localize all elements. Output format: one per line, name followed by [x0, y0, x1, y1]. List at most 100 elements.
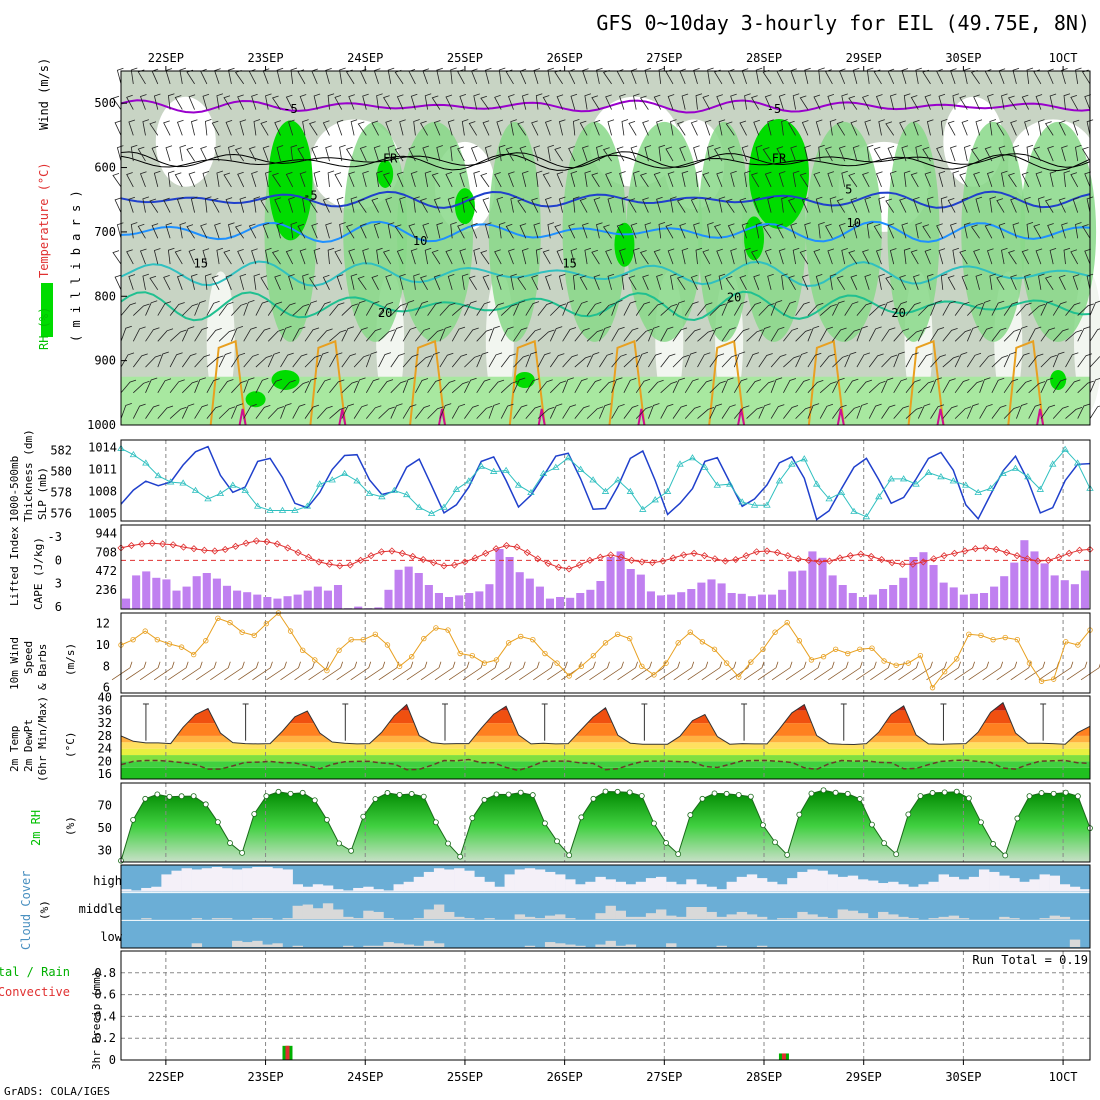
wind-barb [211, 120, 220, 136]
wind-barb [126, 94, 134, 110]
wind-barb [280, 302, 296, 316]
wind-barb [325, 145, 332, 162]
wind-barb [644, 67, 652, 84]
wind-barb [716, 248, 723, 265]
wind-barb [730, 248, 737, 265]
wind-barb [818, 222, 825, 239]
wind-barb [253, 273, 261, 290]
wind-barb [488, 302, 505, 316]
wind-barb [231, 326, 244, 342]
wind-barb [788, 275, 796, 291]
wind-barb [885, 275, 895, 291]
cape-tick-label: 944 [95, 526, 117, 540]
wind-tick-label: 6 [103, 681, 110, 695]
cloud-low-bar [595, 944, 606, 947]
cloud-high-bar [746, 874, 758, 892]
rh-point [917, 793, 924, 799]
wind-barb [341, 380, 359, 394]
wind-barb [758, 403, 771, 419]
rh-point [675, 851, 682, 857]
wind-barb [1003, 301, 1019, 316]
wind-barb [611, 353, 627, 368]
wind-barb [952, 170, 960, 187]
wind-barb [676, 198, 686, 213]
thickness-point [378, 493, 386, 500]
cape-bar [354, 606, 363, 609]
wind-barb [905, 329, 923, 342]
cloud-high-bar [332, 889, 344, 892]
cloud-high-bar [595, 876, 606, 892]
wind-barb [383, 172, 392, 188]
pressure-tick-label: 900 [94, 354, 116, 368]
lifted-index-point [867, 552, 875, 561]
wind-barb [194, 327, 209, 342]
precip-tick-label: 0 [109, 1053, 116, 1067]
wind-barb [963, 145, 971, 162]
wind-barb [881, 404, 896, 419]
pressure-tick-label: 600 [94, 161, 116, 175]
wind-barb [656, 274, 663, 290]
rh-point [142, 795, 149, 802]
wind-barb [461, 196, 469, 213]
wind-barb [120, 379, 137, 394]
rh-point [844, 790, 851, 797]
run-total-label: Run Total = 0.19 [972, 953, 1088, 967]
wind-speed-point [796, 638, 802, 644]
rh-point [529, 792, 536, 798]
wind-barb [721, 377, 734, 393]
wind-barb [815, 196, 823, 213]
cape-bar [979, 593, 989, 609]
cloud-high-bar [989, 871, 1000, 892]
wind-barb [755, 67, 763, 84]
surface-wind-barb [111, 661, 133, 681]
rh-point [178, 793, 185, 800]
surface-wind-barb [434, 661, 456, 681]
wind-barb [1040, 404, 1056, 419]
surface-wind-barb [210, 661, 231, 681]
wind-barb [930, 377, 942, 393]
wind-barb [114, 197, 122, 213]
lifted-index-point [794, 555, 802, 563]
cloud-middle-bar [666, 915, 677, 920]
lifted-index-point [471, 554, 479, 562]
wind-barb [353, 354, 370, 368]
wind-barb [1052, 301, 1067, 316]
wind-barb [422, 222, 430, 239]
surface-wind-barb [238, 661, 259, 681]
wind-speed-point [954, 656, 960, 662]
rh-point [772, 839, 778, 846]
wind-barb [718, 273, 726, 290]
wind-barb [410, 93, 418, 110]
cloud-low-bar [242, 942, 253, 947]
cloud-high-bar [837, 876, 849, 892]
lifted-index-point [242, 539, 250, 547]
wind-barb [954, 406, 972, 419]
lifted-index-point [680, 551, 688, 559]
wind-barb [329, 302, 345, 316]
wind-barb [473, 248, 480, 265]
wind-speed-point [687, 629, 693, 635]
temp-tick-label: 28 [98, 729, 112, 743]
wind-barb [901, 145, 909, 162]
wind-barb [500, 403, 514, 419]
cloud-middle-bar [777, 918, 788, 920]
wind-barb [399, 273, 406, 290]
wind-barb [547, 67, 555, 84]
temp-tick-label: 24 [98, 742, 112, 756]
wind-barb [635, 301, 651, 316]
wind-barb [903, 170, 911, 187]
wind-barb [967, 380, 984, 394]
precip-convective-bar [285, 1045, 290, 1060]
wind-barb [174, 249, 183, 265]
wind-barb [292, 403, 306, 419]
wind-barb [825, 146, 833, 162]
li-tick-label: 3 [55, 577, 62, 591]
thickness-point [639, 505, 647, 512]
cloud-high-bar [121, 889, 132, 892]
wind-barb [311, 223, 318, 239]
wind-tick-label: 12 [96, 617, 110, 631]
rh-point [711, 790, 718, 797]
surface-wind-barb [715, 661, 737, 681]
cloud-middle-bar [676, 916, 687, 920]
cloud-high-bar [625, 884, 637, 892]
